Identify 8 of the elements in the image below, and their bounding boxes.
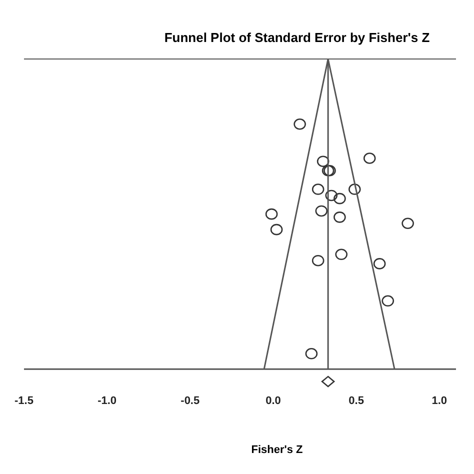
x-tick-label: -1.0 xyxy=(98,394,117,407)
x-tick-label: -1.5 xyxy=(14,394,34,407)
x-tick-label: 0.0 xyxy=(266,394,281,407)
x-tick-label: 0.5 xyxy=(348,394,364,407)
chart-title: Funnel Plot of Standard Error by Fisher's Z xyxy=(163,30,431,45)
x-tick-label: 1.0 xyxy=(432,394,448,407)
x-axis-title: Fisher's Z xyxy=(250,444,304,456)
x-tick-label: -0.5 xyxy=(180,394,200,407)
